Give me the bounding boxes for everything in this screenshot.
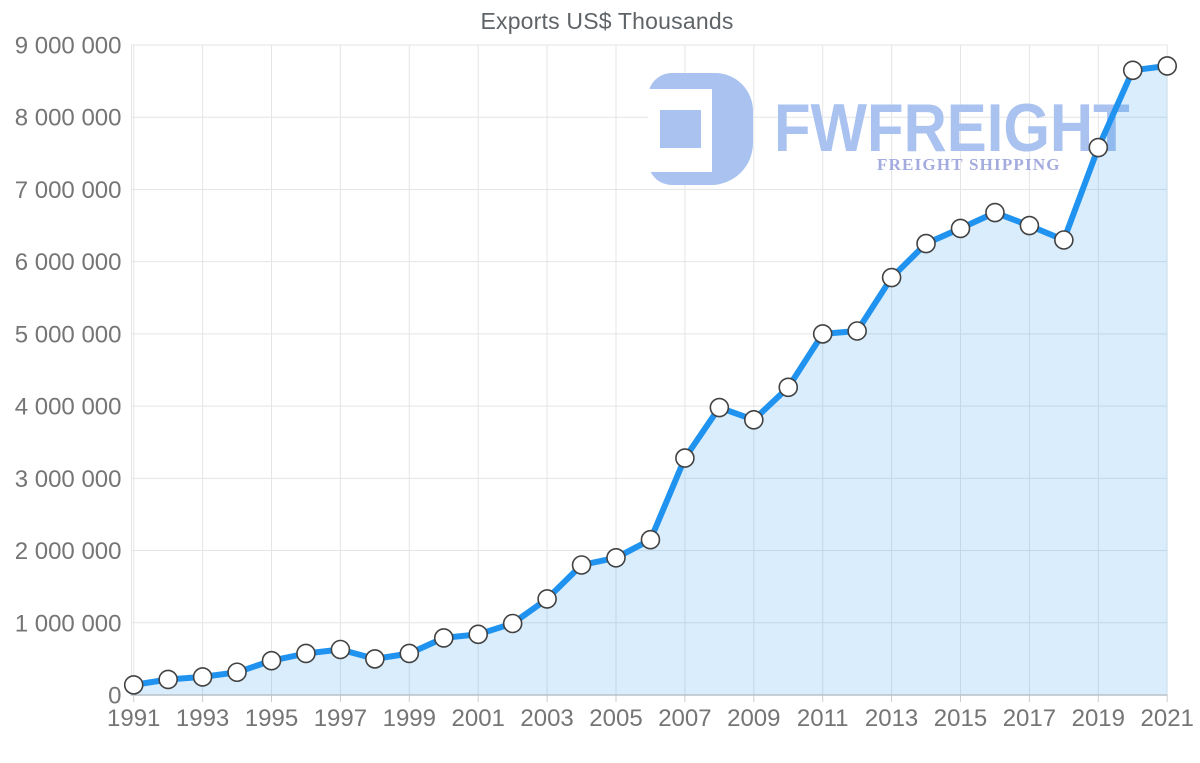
data-point-2001[interactable]: [468, 624, 489, 645]
y-axis-label: 5 000 000: [15, 321, 122, 348]
y-axis-label: 8 000 000: [15, 105, 122, 132]
data-point-2007[interactable]: [675, 448, 695, 468]
data-point-2010[interactable]: [778, 377, 799, 398]
data-point-2017[interactable]: [1019, 215, 1040, 236]
data-point-2005[interactable]: [606, 547, 626, 568]
x-axis-label: 2005: [589, 705, 642, 732]
data-point-1993[interactable]: [192, 667, 213, 687]
data-point-2000[interactable]: [433, 628, 454, 648]
data-point-1995[interactable]: [261, 650, 282, 671]
data-point-1999[interactable]: [399, 643, 420, 664]
data-point-1997[interactable]: [330, 639, 351, 660]
data-point-2008[interactable]: [709, 397, 730, 418]
y-axis-label: 2 000 000: [15, 538, 122, 565]
x-axis-label: 1999: [383, 705, 436, 732]
x-axis-label: 2001: [452, 705, 505, 732]
chart-title: Exports US$ Thousands: [480, 8, 734, 34]
x-axis-label: 2015: [934, 705, 987, 732]
x-axis-label: 1995: [245, 705, 298, 732]
y-axis-label: 3 000 000: [15, 466, 122, 493]
data-point-2003[interactable]: [537, 589, 557, 609]
data-point-1998[interactable]: [365, 649, 385, 669]
data-point-2016[interactable]: [985, 202, 1005, 223]
x-axis-label: 2003: [520, 705, 573, 732]
data-point-2012[interactable]: [847, 321, 867, 341]
y-axis-label: 7 000 000: [15, 177, 122, 204]
data-point-2021[interactable]: [1157, 56, 1177, 76]
x-axis-label: 2007: [658, 705, 711, 732]
data-point-2018[interactable]: [1054, 230, 1074, 250]
x-axis-label: 2013: [865, 705, 918, 732]
data-point-2006[interactable]: [640, 529, 661, 550]
y-axis-label: 6 000 000: [15, 249, 122, 276]
x-axis-label: 2019: [1072, 705, 1125, 732]
data-point-1996[interactable]: [296, 643, 316, 664]
y-axis-label: 1 000 000: [15, 610, 122, 637]
x-axis-label: 2009: [727, 705, 780, 732]
data-point-2020[interactable]: [1122, 60, 1143, 81]
data-point-2015[interactable]: [950, 218, 971, 239]
x-axis-label: 2021: [1141, 705, 1194, 732]
x-axis-label: 1991: [107, 705, 160, 732]
y-axis-label: 4 000 000: [15, 394, 122, 421]
x-axis-label: 2017: [1003, 705, 1056, 732]
data-point-1991[interactable]: [123, 675, 144, 695]
y-axis-label: 9 000 000: [15, 33, 122, 60]
data-point-1992[interactable]: [158, 669, 178, 690]
data-point-1994[interactable]: [227, 662, 247, 683]
x-axis-label: 1993: [176, 705, 229, 732]
data-point-2009[interactable]: [743, 410, 764, 430]
data-point-2011[interactable]: [812, 324, 833, 344]
data-point-2019[interactable]: [1088, 137, 1109, 158]
x-axis-label: 2011: [797, 705, 849, 732]
x-axis-label: 1997: [314, 705, 367, 732]
data-point-2014[interactable]: [916, 233, 936, 254]
data-point-2002[interactable]: [502, 613, 523, 634]
data-point-2004[interactable]: [571, 555, 592, 575]
y-axis-label: 0: [108, 683, 121, 710]
area-fill: [133, 65, 1168, 695]
data-point-2013[interactable]: [881, 267, 902, 288]
